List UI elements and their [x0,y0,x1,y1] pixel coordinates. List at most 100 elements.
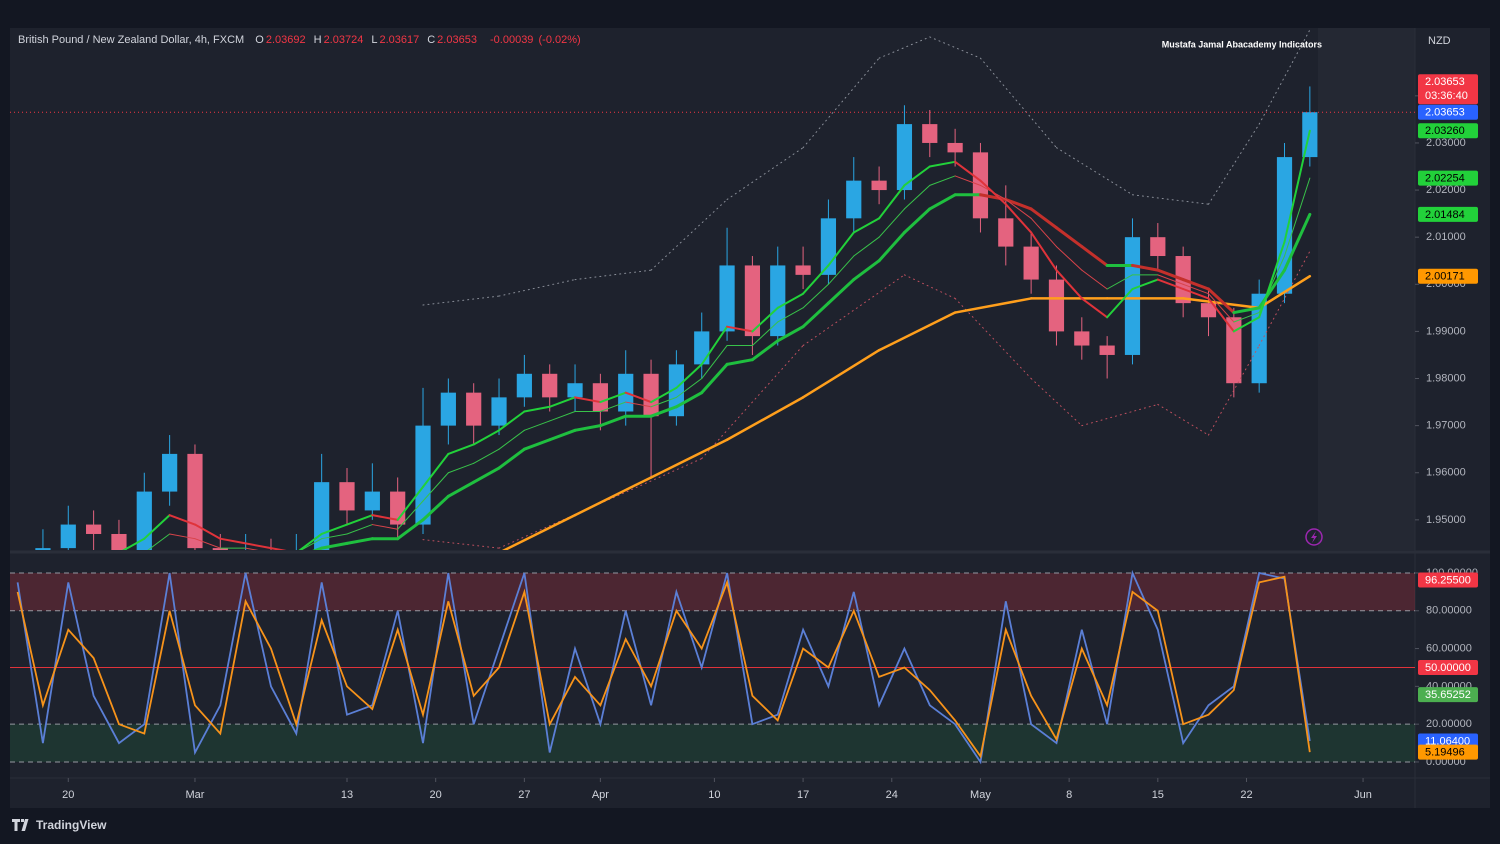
x-tick-label: 17 [797,789,809,801]
candle-body [364,491,380,511]
overlay-line [649,438,729,479]
candle-body [1276,157,1293,294]
x-tick-label: Apr [592,789,609,801]
overlay-line [269,547,287,550]
candle-body [111,533,127,550]
overlay-line [1157,274,1184,285]
price-badge [1418,74,1478,105]
overlay-line [903,184,931,210]
overlay-line [345,514,374,526]
overlay-line [1257,274,1312,310]
candle-body [1226,317,1242,384]
candle-body [744,265,761,337]
candle-body [922,124,938,143]
overlay-line [549,410,576,422]
overlay-line [978,193,1008,201]
overlay-line [954,175,981,186]
price-badge [1418,104,1478,120]
ohlc-value: 2.03724 [323,34,364,46]
y-tick-label: 2.01000 [1426,231,1466,243]
overlay-line [501,513,577,550]
price-badge-label: 50.00000 [1425,662,1471,674]
overlay-line [523,405,551,413]
candle-body [491,397,507,426]
overlay-line [421,494,450,522]
alert-icon[interactable] [1305,528,1323,546]
overlay-line [321,533,348,540]
overlay-line [346,524,373,535]
currency-label: NZD [1428,35,1451,47]
candle-body [60,524,76,549]
overlay-line [1055,269,1083,300]
overlay-line [573,424,602,432]
y-tick-label: 2.02000 [1426,184,1466,196]
overlay-line [1005,198,1032,219]
candle-body [187,453,203,549]
overlay-line [1283,212,1312,272]
x-tick-label: 15 [1152,789,1164,801]
candle-body [466,392,482,426]
overlay-line [826,278,856,305]
overlay-line [801,348,881,399]
candle-body [86,524,102,534]
overlay-line [928,160,957,168]
overlay-line [523,420,551,431]
candle-body [1023,246,1039,280]
overlay-line [573,476,653,517]
x-tick-label: Jun [1354,789,1372,801]
ohlc-letter: L [371,34,378,46]
ohlc-value: 2.03692 [265,34,306,46]
overlay-line [1131,278,1159,290]
overlay-line [954,160,982,182]
overlay-line [929,175,956,186]
overlay-line [802,264,830,295]
overlay-line [675,363,703,389]
overlay-line [1030,217,1057,248]
legend-header: British Pound / New Zealand Dollar, 4h, … [18,34,583,46]
overlay-line [903,165,931,187]
overlay-line [650,386,678,404]
footer[interactable]: TradingView [12,818,106,832]
candle-body [542,373,558,398]
overlay-line [1181,278,1210,291]
candle-body [35,548,51,550]
overlay-line [1233,312,1260,323]
candle-body [1200,303,1217,318]
candle-body [136,491,152,550]
overlay-line [194,538,221,549]
x-tick-label: 27 [518,789,530,801]
candle-body [567,383,583,398]
y-tick-label: 20.00000 [1426,718,1472,730]
overlay-line [472,429,501,446]
x-tick-label: 10 [708,789,720,801]
candle-body [162,453,178,492]
overlay-line [751,321,779,347]
overlay-line [1207,297,1235,333]
chart-background [10,28,1490,808]
x-tick-label: 20 [430,789,442,801]
plot-layer: 1.950001.960001.970001.980001.990002.000… [10,29,1478,801]
overlay-line [498,410,526,432]
overlay-line [397,500,424,530]
overlay-line [143,514,171,540]
candle-body [339,482,355,511]
overlay-line [193,523,222,540]
overlay-line [701,345,728,380]
overlay-line [473,448,500,464]
overlay-line [1030,231,1058,272]
overlay-line [121,537,146,550]
overlay-line [147,533,171,550]
price-badge-label: 2.03260 [1425,125,1465,137]
ohlc: O 2.03692 H 2.03724 L 2.03617 C 2.03653 [249,34,479,46]
change-percent: (-0.02%) [538,34,581,46]
overlay-line [650,198,728,271]
overlay-line [1080,245,1109,267]
overlay-line [422,452,450,488]
overlay-line [1157,403,1209,436]
overlay-line [928,193,957,211]
overlay-line [1081,269,1108,290]
candle-body [694,331,710,365]
candle-body [1074,331,1090,346]
price-badge [1418,687,1478,703]
